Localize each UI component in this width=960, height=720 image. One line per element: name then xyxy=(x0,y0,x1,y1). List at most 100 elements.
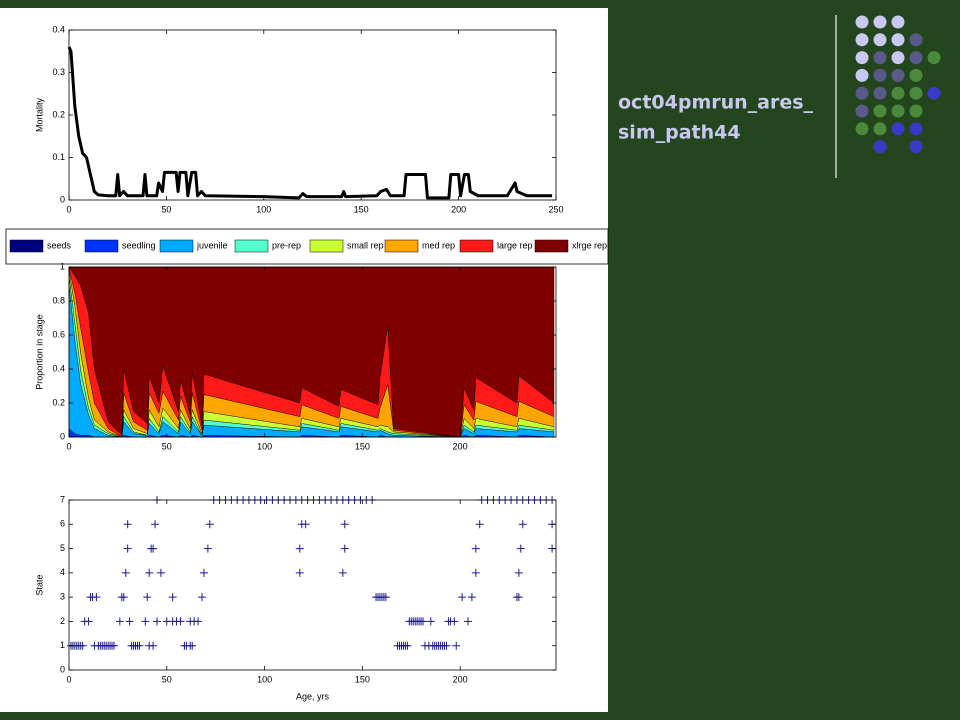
x-tick-label: 150 xyxy=(355,674,370,684)
state-point xyxy=(135,641,144,650)
x-tick-label: 150 xyxy=(355,441,370,451)
state-point xyxy=(176,617,185,626)
x-tick-label: 200 xyxy=(451,204,466,214)
state-point xyxy=(518,520,527,529)
dot xyxy=(855,51,869,65)
slide-title: oct04pmrun_ares_ xyxy=(618,92,814,114)
state-point xyxy=(295,568,304,577)
x-tick-label: 100 xyxy=(257,441,272,451)
state-point xyxy=(143,593,152,602)
y-axis-label: Proportion in stage xyxy=(34,314,44,390)
state-point xyxy=(109,641,118,650)
x-axis-label: Age, yrs xyxy=(296,691,330,701)
x-tick-label: 100 xyxy=(256,204,271,214)
y-tick-label: 0 xyxy=(60,194,65,204)
dot xyxy=(927,51,941,65)
state-point xyxy=(115,617,124,626)
state-point xyxy=(203,544,212,553)
state-point xyxy=(463,617,472,626)
dot xyxy=(855,122,869,136)
state-point xyxy=(151,520,160,529)
legend-label: large rep xyxy=(497,240,533,250)
state-point xyxy=(338,568,347,577)
legend-swatch xyxy=(534,239,569,253)
dot xyxy=(909,68,923,82)
legend-swatch xyxy=(459,239,494,253)
legend-label: seedling xyxy=(122,240,156,250)
y-tick-label: 0.6 xyxy=(52,329,65,339)
state-point xyxy=(301,520,310,529)
state-point xyxy=(458,593,467,602)
legend-label: med rep xyxy=(422,240,455,250)
dot xyxy=(891,33,905,47)
state-point xyxy=(92,593,101,602)
y-tick-label: 6 xyxy=(60,519,65,529)
mortality-line xyxy=(67,46,553,200)
dot xyxy=(891,68,905,82)
state-point xyxy=(156,568,165,577)
axes-box xyxy=(68,499,557,671)
dot xyxy=(909,104,923,118)
y-tick-label: 5 xyxy=(60,543,65,553)
state-point xyxy=(119,593,128,602)
y-tick-label: 0.4 xyxy=(52,363,65,373)
dot xyxy=(873,33,887,47)
state-point xyxy=(199,568,208,577)
y-tick-label: 0 xyxy=(60,431,65,441)
axes-box xyxy=(68,266,557,438)
legend-label: small rep xyxy=(347,240,384,250)
state-point xyxy=(123,544,132,553)
legend-swatch xyxy=(9,239,44,253)
dot xyxy=(873,104,887,118)
dot xyxy=(873,86,887,100)
dot xyxy=(891,122,905,136)
state-point xyxy=(197,593,206,602)
state-point xyxy=(121,568,130,577)
y-tick-label: 0 xyxy=(60,664,65,674)
state-point xyxy=(471,568,480,577)
state-point xyxy=(78,641,87,650)
y-tick-label: 0.4 xyxy=(52,24,65,34)
y-tick-label: 4 xyxy=(60,567,65,577)
legend-label: juvenile xyxy=(196,240,228,250)
state-point xyxy=(141,617,150,626)
state-point xyxy=(442,641,451,650)
state-point xyxy=(426,617,435,626)
state-point xyxy=(153,617,162,626)
y-tick-label: 3 xyxy=(60,592,65,602)
state-point xyxy=(123,520,132,529)
legend-label: pre-rep xyxy=(272,240,301,250)
legend-swatch xyxy=(234,239,269,253)
dot xyxy=(927,86,941,100)
y-tick-label: 1 xyxy=(60,261,65,271)
y-tick-label: 0.2 xyxy=(52,397,65,407)
y-tick-label: 1 xyxy=(60,640,65,650)
x-tick-label: 50 xyxy=(161,204,171,214)
dot xyxy=(891,86,905,100)
x-tick-label: 200 xyxy=(453,674,468,684)
dot xyxy=(891,104,905,118)
dot xyxy=(891,51,905,65)
x-tick-label: 100 xyxy=(257,674,272,684)
dot xyxy=(909,86,923,100)
legend-swatch xyxy=(309,239,344,253)
x-tick-label: 0 xyxy=(66,204,71,214)
state-point xyxy=(168,593,177,602)
x-tick-label: 50 xyxy=(162,674,172,684)
state-point xyxy=(467,593,476,602)
dot xyxy=(873,15,887,29)
dot xyxy=(855,15,869,29)
state-point xyxy=(149,641,158,650)
state-point xyxy=(471,544,480,553)
dot xyxy=(873,122,887,136)
state-point xyxy=(516,544,525,553)
state-point xyxy=(340,520,349,529)
y-tick-label: 0.2 xyxy=(52,109,65,119)
y-tick-label: 0.3 xyxy=(52,67,65,77)
state-point xyxy=(125,617,134,626)
dot xyxy=(909,33,923,47)
state-point xyxy=(403,641,412,650)
x-tick-label: 0 xyxy=(66,674,71,684)
